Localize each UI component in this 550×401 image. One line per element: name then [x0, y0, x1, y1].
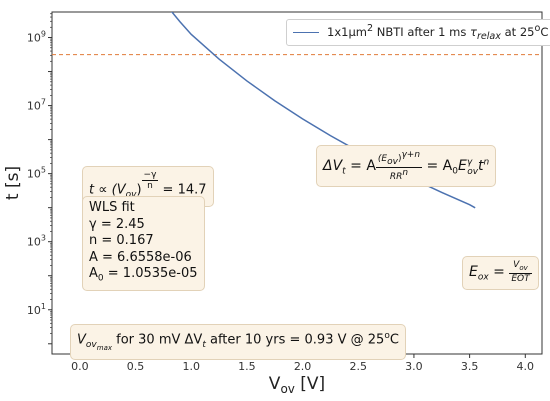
y-tick-label: 109 — [27, 30, 46, 45]
wls-a: A = 6.6558e-06 — [89, 249, 192, 265]
annotation-wls-fit: WLS fit γ = 2.45 n = 0.167 A = 6.6558e-0… — [82, 196, 205, 292]
x-tick-label: 1.5 — [238, 360, 256, 373]
y-tick-label: 101 — [27, 302, 46, 317]
x-axis: 0.0 0.5 1.0 1.5 2.0 2.5 3.0 3.5 4.0 — [71, 354, 534, 373]
wls-a0: A0 = 1.0535e-05 — [89, 266, 198, 284]
annotation-delta-vt-equation: ΔVt = A (Eov)γ+n RRn = A0Eγovtn — [316, 145, 497, 187]
y-axis-title: t [s] — [3, 166, 23, 200]
x-tick-label: 3.5 — [461, 360, 479, 373]
legend-line-swatch — [293, 32, 319, 34]
y-tick-label: 105 — [27, 166, 46, 181]
legend-label: 1x1μm2 NBTI after 1 ms τrelax at 25oC — [327, 23, 549, 43]
x-tick-label: 3.0 — [405, 360, 423, 373]
x-axis-title: Vov [V] — [269, 374, 325, 396]
wls-n: n = 0.167 — [89, 233, 154, 248]
legend: 1x1μm2 NBTI after 1 ms τrelax at 25oC — [286, 19, 550, 47]
annotation-vov-max: Vovmax for 30 mV ΔVt after 10 yrs = 0.93… — [70, 324, 406, 360]
annotation-eox-equation: Eox = Vov EOT — [462, 256, 539, 290]
x-tick-label: 4.0 — [517, 360, 535, 373]
series-line-nbti — [170, 12, 476, 209]
x-tick-label: 1.0 — [182, 360, 200, 373]
wls-title: WLS fit — [89, 200, 135, 215]
y-axis: 101 103 105 107 109 — [27, 13, 52, 345]
x-tick-label: 2.0 — [294, 360, 312, 373]
wls-gamma: γ = 2.45 — [89, 216, 145, 232]
x-tick-label: 0.5 — [127, 360, 145, 373]
x-tick-label: 0.0 — [71, 360, 89, 373]
x-tick-label: 2.5 — [350, 360, 368, 373]
y-tick-label: 107 — [27, 98, 46, 113]
y-tick-label: 103 — [27, 234, 46, 249]
